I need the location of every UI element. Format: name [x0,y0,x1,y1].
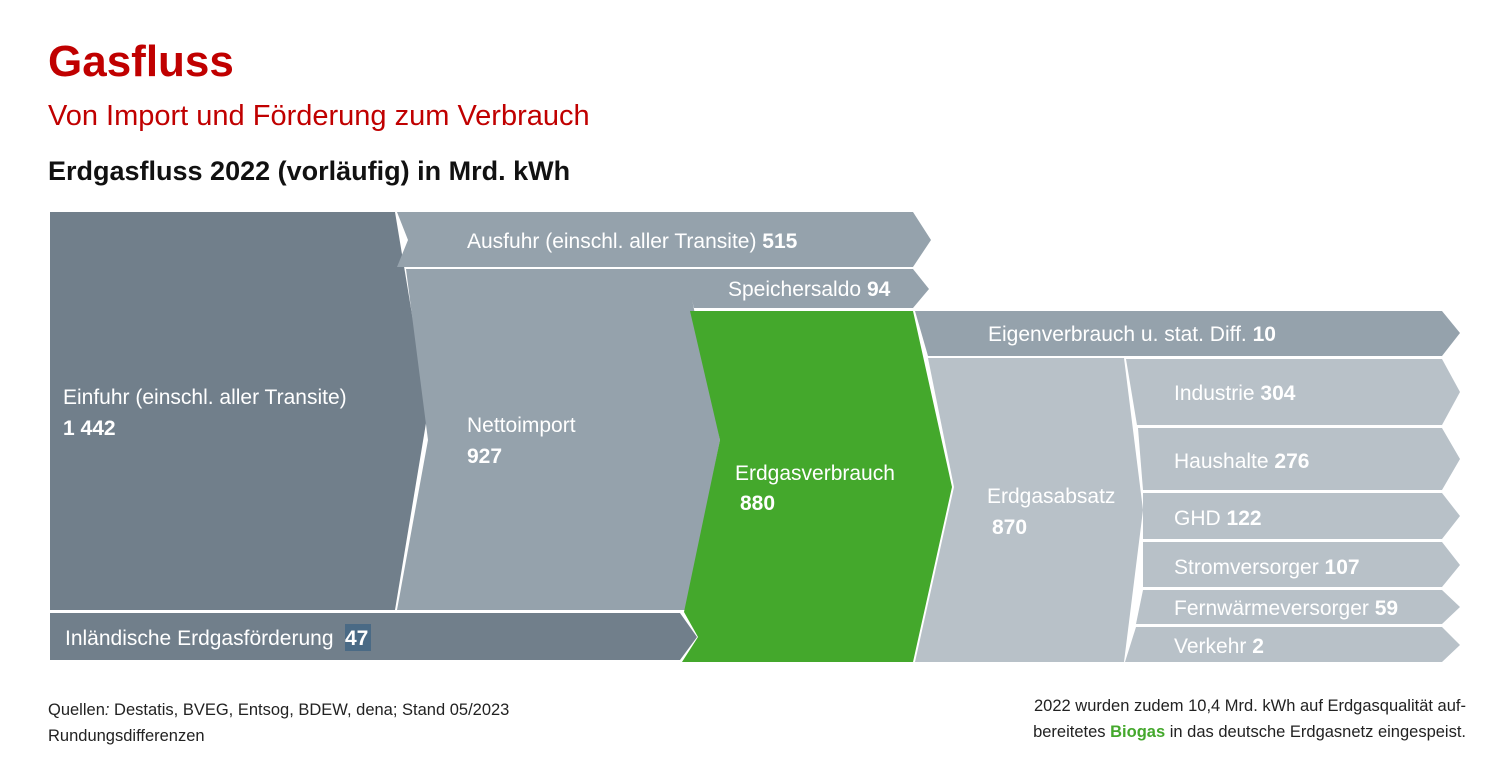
eigenverbrauch-shape [915,311,1460,356]
diagram-heading: Erdgasfluss 2022 (vorläufig) in Mrd. kWh [48,156,571,186]
verkehr-shape [1125,627,1460,662]
eigenverbrauch-label: Eigenverbrauch u. stat. Diff. [988,323,1247,346]
ghd-value: 122 [1227,507,1262,530]
foerderung-value: 47 [345,627,368,650]
stromversorger-text: Stromversorger 107 [1174,556,1360,579]
ghd-shape [1143,493,1460,539]
rounding-note: Rundungsdifferenzen [48,727,205,745]
verkehr-label: Verkehr [1174,635,1246,658]
sources-note: Quellen: Destatis, BVEG, Entsog, BDEW, d… [48,697,509,749]
haushalte-label: Haushalte [1174,450,1269,473]
einfuhr-value: 1 442 [63,417,116,440]
page-subtitle: Von Import und Förderung zum Verbrauch [48,100,590,132]
ausfuhr-label: Ausfuhr (einschl. aller Transite) [467,230,756,253]
nettoimport-label: Nettoimport [467,414,576,437]
verkehr-text: Verkehr 2 [1174,635,1264,658]
ausfuhr-text: Ausfuhr (einschl. aller Transite) 515 [467,230,798,253]
nettoimport-value: 927 [467,445,502,468]
absatz-value: 870 [992,516,1027,539]
verbrauch-label: Erdgasverbrauch [735,462,895,485]
absatz-shape [915,358,1143,662]
foerderung-label: Inländische Erdgasförderung [65,627,334,650]
foerderung-shape [50,613,697,660]
stromversorger-label: Stromversorger [1174,556,1319,579]
verbrauch-shape [682,311,952,662]
haushalte-value: 276 [1274,450,1309,473]
fernwaerme-value: 59 [1375,597,1398,620]
speichersaldo-shape [684,269,929,308]
haushalte-text: Haushalte 276 [1174,450,1309,473]
industrie-value: 304 [1260,382,1295,405]
biogas-note-line1: 2022 wurden zudem 10,4 Mrd. kWh auf Erdg… [1034,697,1466,715]
speichersaldo-value: 94 [867,278,891,301]
ghd-label: GHD [1174,507,1221,530]
biogas-note: 2022 wurden zudem 10,4 Mrd. kWh auf Erdg… [1033,693,1466,745]
biogas-note-line2: bereitetes Biogas in das deutsche Erdgas… [1033,719,1466,745]
sources-separator: : [104,701,110,719]
einfuhr-label: Einfuhr (einschl. aller Transite) [63,386,347,409]
eigenverbrauch-value: 10 [1253,323,1276,346]
speichersaldo-text: Speichersaldo 94 [728,278,891,301]
industrie-shape [1126,359,1460,425]
ghd-text: GHD 122 [1174,507,1262,530]
sources-list: Destatis, BVEG, Entsog, BDEW, dena; Stan… [109,701,510,719]
verkehr-value: 2 [1252,635,1264,658]
sources-prefix: Quellen [48,701,105,719]
ausfuhr-shape [397,212,931,267]
stromversorger-shape [1143,542,1460,587]
biogas-note-post: in das deutsche Erdgasnetz eingespeist. [1165,723,1466,741]
einfuhr-shape [50,212,428,610]
industrie-label: Industrie [1174,382,1255,405]
haushalte-shape [1138,428,1460,490]
eigenverbrauch-text: Eigenverbrauch u. stat. Diff. 10 [988,323,1276,346]
biogas-note-pre: bereitetes [1033,723,1111,741]
biogas-highlight: Biogas [1110,723,1166,741]
absatz-label: Erdgasabsatz [987,485,1115,508]
fernwaerme-label: Fernwärmeversorger [1174,597,1369,620]
fernwaerme-shape [1136,590,1460,624]
ausfuhr-value: 515 [762,230,797,253]
stromversorger-value: 107 [1325,556,1360,579]
fernwaerme-text: Fernwärmeversorger 59 [1174,597,1398,620]
nettoimport-shape [397,269,720,610]
foerderung-value-highlight [345,624,371,651]
speichersaldo-label: Speichersaldo [728,278,861,301]
page-title: Gasfluss [48,37,234,86]
sources-line: Quellen: Destatis, BVEG, Entsog, BDEW, d… [48,697,509,723]
verbrauch-value: 880 [740,492,775,515]
industrie-text: Industrie 304 [1174,382,1296,405]
